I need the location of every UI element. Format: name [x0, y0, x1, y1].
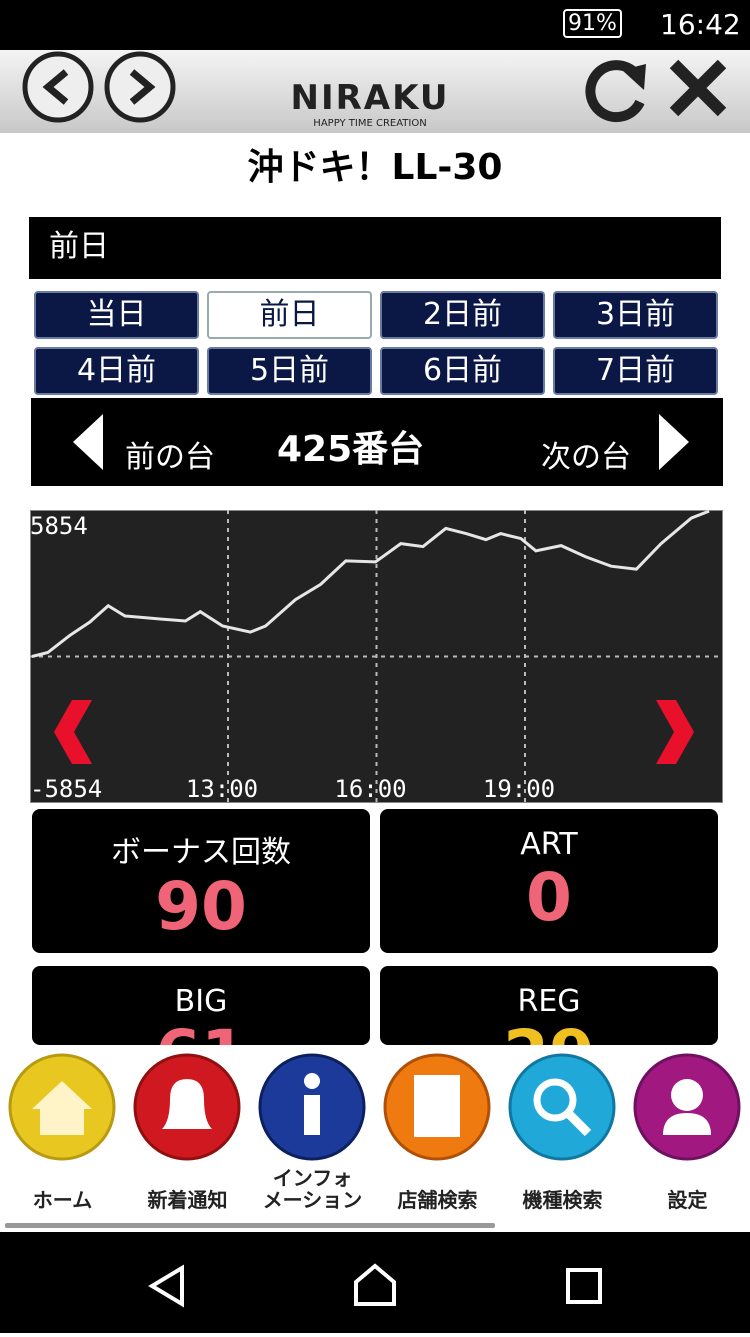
bottom-nav: ホーム 新着通知 インフォ メーション 店舗検索 機種検索 設定: [0, 1045, 750, 1232]
stat-box: ART 0: [380, 809, 718, 953]
stat-value: 90: [155, 868, 247, 945]
home-key[interactable]: [354, 1263, 396, 1306]
status-bar: 91% 16:42: [0, 0, 750, 50]
day-tab[interactable]: 前日: [207, 291, 372, 339]
back-button[interactable]: [22, 51, 94, 123]
chart-next[interactable]: [656, 700, 694, 764]
logo: NIRAKU: [290, 78, 450, 118]
stat-value: 61: [32, 1019, 370, 1046]
nav-label-line: ホーム: [32, 1188, 93, 1212]
app-header: NIRAKU HAPPY TIME CREATION: [0, 50, 750, 133]
stat-value: 29: [380, 1019, 718, 1046]
chart: 13:00 16:00 19:00 -5854 5854: [30, 510, 723, 803]
stat-box: ボーナス回数 90: [32, 809, 370, 953]
info-dot: [304, 1073, 320, 1089]
stat-label: BIG: [174, 984, 228, 1019]
selected-day: 前日: [29, 217, 721, 279]
page-title: 沖ドキ！LL-30: [247, 147, 503, 188]
nav-label-line: 新着通知: [147, 1188, 228, 1212]
nav-label-line: 設定: [667, 1188, 708, 1212]
machine-nav: 前の台 425番台 次の台: [31, 398, 723, 486]
header-icons: [22, 51, 727, 123]
nav-item[interactable]: ホーム: [0, 1189, 125, 1211]
tagline: HAPPY TIME CREATION: [313, 118, 427, 129]
info-bar: [304, 1095, 320, 1135]
stat-box: REG29: [380, 966, 718, 1045]
search-handle: [564, 1109, 592, 1137]
prev-machine[interactable]: 前の台: [125, 440, 215, 475]
back-key[interactable]: [148, 1264, 184, 1308]
x-tick-label: 19:00: [483, 775, 555, 803]
close-button[interactable]: [669, 59, 727, 117]
nav-label-line: 店舗検索: [397, 1188, 478, 1212]
stat-label: ART: [520, 827, 578, 862]
forward-button[interactable]: [104, 51, 176, 123]
machine-number: 425番台: [277, 429, 425, 470]
data-line: [31, 510, 710, 658]
day-tab[interactable]: 6日前: [380, 347, 545, 395]
nav-label-line: 機種検索: [522, 1188, 603, 1212]
machine-icon[interactable]: [508, 1053, 616, 1161]
stat-label: REG: [517, 984, 581, 1019]
stat-label: ボーナス回数: [111, 835, 291, 870]
clock: 16:42: [660, 8, 741, 41]
day-tab[interactable]: 7日前: [553, 347, 718, 395]
day-tab[interactable]: 3日前: [553, 291, 718, 339]
recents-key[interactable]: [566, 1268, 602, 1304]
bell-glyph: [162, 1079, 212, 1129]
next-arrow[interactable]: [659, 414, 689, 470]
nav-icons: [5, 1053, 741, 1228]
search-glyph: [533, 1078, 577, 1122]
scrollbar: [5, 1223, 495, 1228]
home-glyph: [32, 1081, 92, 1135]
chart-prev[interactable]: [54, 700, 92, 764]
nav-item[interactable]: インフォ メーション: [250, 1167, 375, 1211]
person-body: [663, 1113, 711, 1135]
x-tick-label: 13:00: [186, 775, 258, 803]
x-tick-label: 16:00: [334, 775, 406, 803]
nav-item[interactable]: 新着通知: [125, 1189, 250, 1211]
day-tab[interactable]: 当日: [34, 291, 199, 339]
reload-button[interactable]: [585, 60, 646, 123]
prev-arrow[interactable]: [73, 414, 103, 470]
stat-box: BIG61: [32, 966, 370, 1045]
y-tick-label: -5854: [30, 775, 102, 803]
icons: [5, 1053, 741, 1228]
nav-item[interactable]: 設定: [625, 1189, 750, 1211]
nav-label-line: インフォ: [272, 1166, 353, 1190]
nav-item[interactable]: 店舗検索: [375, 1189, 500, 1211]
nav-label-line: メーション: [262, 1188, 363, 1212]
android-buttons: [148, 1263, 602, 1308]
day-tab[interactable]: 5日前: [207, 347, 372, 395]
next-machine[interactable]: 次の台: [541, 440, 631, 475]
day-tab[interactable]: 4日前: [34, 347, 199, 395]
person-head: [671, 1079, 703, 1111]
y-tick-label: 5854: [30, 512, 88, 540]
stat-value: 0: [526, 859, 572, 936]
android-nav: [0, 1232, 750, 1333]
nav-item[interactable]: 機種検索: [500, 1189, 625, 1211]
nav-arrows: [73, 414, 689, 470]
day-tab[interactable]: 2日前: [380, 291, 545, 339]
battery: 91%: [563, 9, 622, 38]
building-glyph: [414, 1075, 460, 1137]
